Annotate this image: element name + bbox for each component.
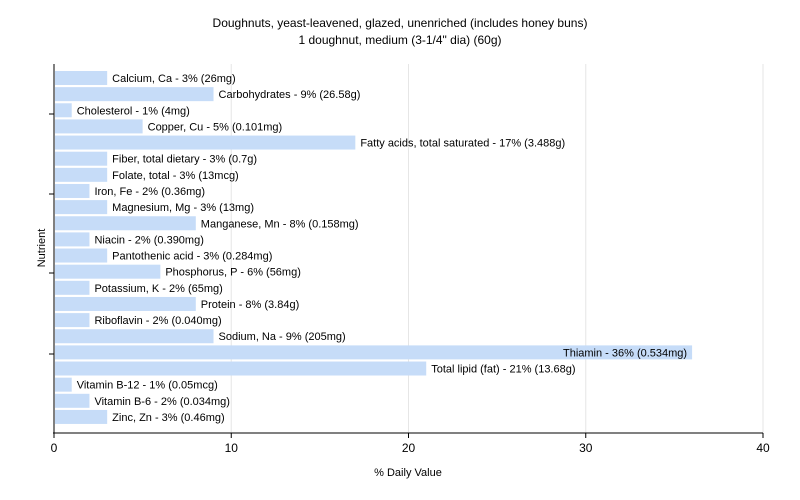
gridlines bbox=[230, 64, 764, 433]
bar bbox=[55, 296, 196, 311]
bar-label: Total lipid (fat) - 21% (13.68g) bbox=[431, 364, 575, 376]
bar-label: Copper, Cu - 5% (0.101mg) bbox=[148, 121, 283, 133]
bar-label: Manganese, Mn - 8% (0.158mg) bbox=[201, 218, 359, 230]
bar-label: Calcium, Ca - 3% (26mg) bbox=[112, 73, 235, 85]
x-tick-label: 0 bbox=[51, 441, 58, 455]
bar-label: Thiamin - 36% (0.534mg) bbox=[563, 347, 687, 359]
bar bbox=[55, 87, 214, 102]
bar bbox=[55, 119, 143, 134]
bar-label: Niacin - 2% (0.390mg) bbox=[94, 234, 203, 246]
bar bbox=[55, 183, 90, 198]
x-tick-label: 20 bbox=[402, 441, 416, 455]
bar bbox=[55, 409, 108, 424]
bar bbox=[55, 71, 108, 85]
y-axis-label: Nutrient bbox=[36, 229, 48, 268]
bar bbox=[55, 103, 72, 118]
bar-label: Zinc, Zn - 3% (0.46mg) bbox=[112, 412, 224, 424]
x-axis-label: % Daily Value bbox=[374, 467, 442, 479]
bar-label: Riboflavin - 2% (0.040mg) bbox=[94, 315, 221, 327]
chart-title: Doughnuts, yeast-leavened, glazed, unenr… bbox=[213, 16, 588, 30]
bar-label: Cholesterol - 1% (4mg) bbox=[77, 105, 190, 117]
bar bbox=[55, 377, 72, 392]
bar bbox=[55, 361, 427, 376]
bar-label: Vitamin B-6 - 2% (0.034mg) bbox=[94, 396, 230, 408]
bar bbox=[55, 232, 90, 247]
bar bbox=[55, 313, 90, 328]
bar bbox=[55, 151, 108, 166]
bar-label: Protein - 8% (3.84g) bbox=[201, 299, 299, 311]
bar-label: Magnesium, Mg - 3% (13mg) bbox=[112, 202, 254, 214]
bar-label: Folate, total - 3% (13mcg) bbox=[112, 170, 239, 182]
bar bbox=[55, 329, 214, 344]
bar-label: Fatty acids, total saturated - 17% (3.48… bbox=[360, 138, 565, 150]
bar-label: Carbohydrates - 9% (26.58g) bbox=[219, 89, 361, 101]
bar-label: Phosphorus, P - 6% (56mg) bbox=[165, 267, 301, 279]
bar bbox=[55, 216, 196, 231]
x-tick-label: 30 bbox=[579, 441, 593, 455]
bar bbox=[55, 248, 108, 263]
bar-label: Potassium, K - 2% (65mg) bbox=[94, 283, 222, 295]
x-tick-label: 40 bbox=[756, 441, 770, 455]
bar-label: Vitamin B-12 - 1% (0.05mcg) bbox=[77, 380, 218, 392]
bar-label: Iron, Fe - 2% (0.36mg) bbox=[94, 186, 205, 198]
bar bbox=[55, 280, 90, 295]
bar-label: Pantothenic acid - 3% (0.284mg) bbox=[112, 251, 272, 263]
bar bbox=[55, 135, 356, 150]
bar-label: Sodium, Na - 9% (205mg) bbox=[219, 331, 346, 343]
bar bbox=[55, 345, 693, 360]
chart-subtitle: 1 doughnut, medium (3-1/4" dia) (60g) bbox=[298, 33, 501, 47]
bars-group: Calcium, Ca - 3% (26mg) Carbohydrates - 9… bbox=[55, 71, 693, 424]
bar bbox=[55, 393, 90, 408]
bar-label: Fiber, total dietary - 3% (0.7g) bbox=[112, 154, 257, 166]
bar bbox=[55, 264, 161, 279]
bar bbox=[55, 200, 108, 215]
axes-group: 0 10 20 30 40 bbox=[49, 64, 770, 455]
x-tick-label: 10 bbox=[225, 441, 239, 455]
bar bbox=[55, 167, 108, 182]
